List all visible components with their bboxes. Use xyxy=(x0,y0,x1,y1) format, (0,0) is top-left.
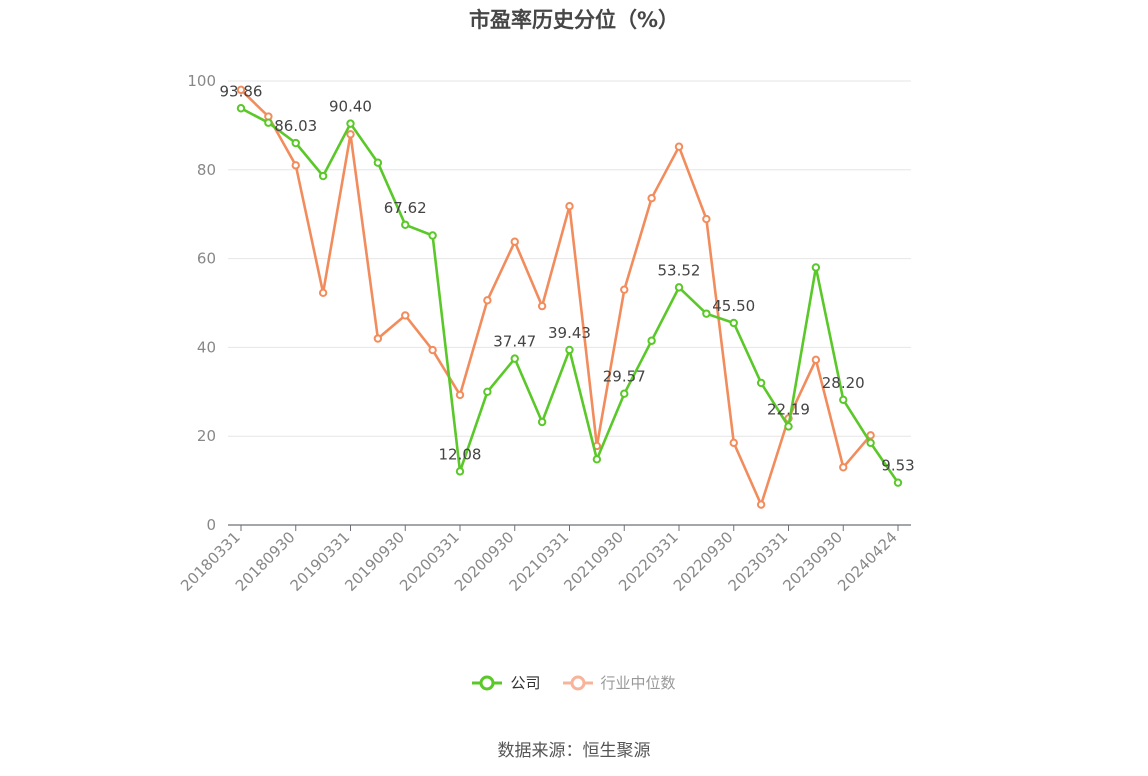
legend-company-marker-icon xyxy=(472,675,503,690)
data-label-20200331: 12.08 xyxy=(439,445,482,463)
company-point-20200630[interactable] xyxy=(483,387,492,396)
series-line-industry xyxy=(240,88,872,506)
company-point-20230930[interactable] xyxy=(839,395,848,404)
y-tick-label-40: 40 xyxy=(197,338,216,356)
y-tick-label-0: 0 xyxy=(206,516,216,534)
legend-industry-marker-icon xyxy=(562,675,593,690)
industry-point-20190630[interactable] xyxy=(373,334,383,343)
industry-point-20200630[interactable] xyxy=(483,296,492,305)
legend-item-industry[interactable]: 行业中位数 xyxy=(562,672,676,693)
y-tick-label-20: 20 xyxy=(197,427,216,445)
industry-point-20210930[interactable] xyxy=(620,285,629,294)
legend-industry-label: 行业中位数 xyxy=(600,674,676,692)
legend-item-company[interactable]: 公司 xyxy=(472,672,541,693)
industry-point-20230930[interactable] xyxy=(839,463,848,472)
industry-point-20230630[interactable] xyxy=(811,355,821,365)
data-label-20230930: 28.20 xyxy=(822,374,865,392)
company-point-20190331[interactable] xyxy=(346,119,355,128)
company-point-20190630[interactable] xyxy=(373,158,383,167)
industry-point-20220331[interactable] xyxy=(674,142,684,151)
y-tick-label-60: 60 xyxy=(197,250,216,268)
industry-point-20200331[interactable] xyxy=(455,390,465,400)
industry-point-20181231[interactable] xyxy=(318,288,328,297)
industry-point-20231231[interactable] xyxy=(866,431,875,440)
data-label-layer: 93.86 86.03 90.40 67.62 12.08 37.47 39.43 29.57… xyxy=(220,82,915,474)
company-point-20200331[interactable] xyxy=(455,467,465,476)
data-label-20210930: 29.57 xyxy=(603,368,646,386)
company-point-20181231[interactable] xyxy=(318,171,328,181)
x-tick-label-20240424: 20240424 xyxy=(834,528,901,595)
company-point-20211231[interactable] xyxy=(647,336,656,345)
industry-point-20210331[interactable] xyxy=(565,202,574,211)
company-point-20220630[interactable] xyxy=(702,309,711,318)
company-point-20210630[interactable] xyxy=(592,455,602,464)
company-point-20180331[interactable] xyxy=(236,104,246,113)
company-point-20191231[interactable] xyxy=(428,231,437,240)
company-point-20201231[interactable] xyxy=(537,417,547,427)
company-point-20231231[interactable] xyxy=(866,438,875,448)
industry-point-20190930[interactable] xyxy=(401,311,410,320)
company-point-20210331[interactable] xyxy=(565,345,574,355)
data-label-20230331: 22.19 xyxy=(767,400,810,418)
company-point-20240424[interactable] xyxy=(893,478,903,487)
y-tick-label-100: 100 xyxy=(187,72,216,90)
industry-point-20220630[interactable] xyxy=(702,214,711,224)
data-label-20190331: 90.40 xyxy=(329,98,372,116)
data-label-20180930: 86.03 xyxy=(274,117,317,135)
company-point-20230630[interactable] xyxy=(811,263,821,272)
y-tick-label-80: 80 xyxy=(197,161,216,179)
grid-layer xyxy=(228,80,911,437)
data-label-20190930: 67.62 xyxy=(384,199,427,217)
data-label-20220331: 53.52 xyxy=(658,261,701,279)
series-layer xyxy=(236,85,903,509)
company-point-20230331[interactable] xyxy=(784,422,793,431)
company-point-20220331[interactable] xyxy=(674,283,684,292)
industry-point-20180930[interactable] xyxy=(291,161,300,170)
data-label-20240424: 9.53 xyxy=(881,457,914,475)
company-point-20180930[interactable] xyxy=(291,138,300,148)
chart-title: 市盈率历史分位（%） xyxy=(468,8,680,32)
series-line-company xyxy=(240,107,900,484)
company-point-20220930[interactable] xyxy=(729,318,738,328)
industry-point-20180331[interactable] xyxy=(236,85,246,95)
industry-point-20201231[interactable] xyxy=(537,301,547,311)
industry-point-20211231[interactable] xyxy=(647,194,656,203)
data-label-20210331: 39.43 xyxy=(548,324,591,342)
company-point-20221231[interactable] xyxy=(756,378,766,388)
company-point-20190930[interactable] xyxy=(401,220,410,229)
company-point-20180630[interactable] xyxy=(264,118,273,127)
industry-point-20220930[interactable] xyxy=(729,438,738,448)
legend: 公司 行业中位数 xyxy=(0,672,1148,693)
source-note: 数据来源：恒生聚源 xyxy=(497,741,651,761)
industry-point-20191231[interactable] xyxy=(428,345,437,355)
legend-company-label: 公司 xyxy=(510,674,541,692)
industry-point-20190331[interactable] xyxy=(346,130,355,139)
company-point-20210930[interactable] xyxy=(620,389,629,398)
industry-point-20200930[interactable] xyxy=(510,237,519,246)
industry-point-20221231[interactable] xyxy=(756,500,766,509)
company-point-20200930[interactable] xyxy=(510,354,519,363)
data-label-20220930: 45.50 xyxy=(712,297,755,315)
data-label-20200930: 37.47 xyxy=(493,333,536,351)
data-label-20180331: 93.86 xyxy=(220,82,263,100)
